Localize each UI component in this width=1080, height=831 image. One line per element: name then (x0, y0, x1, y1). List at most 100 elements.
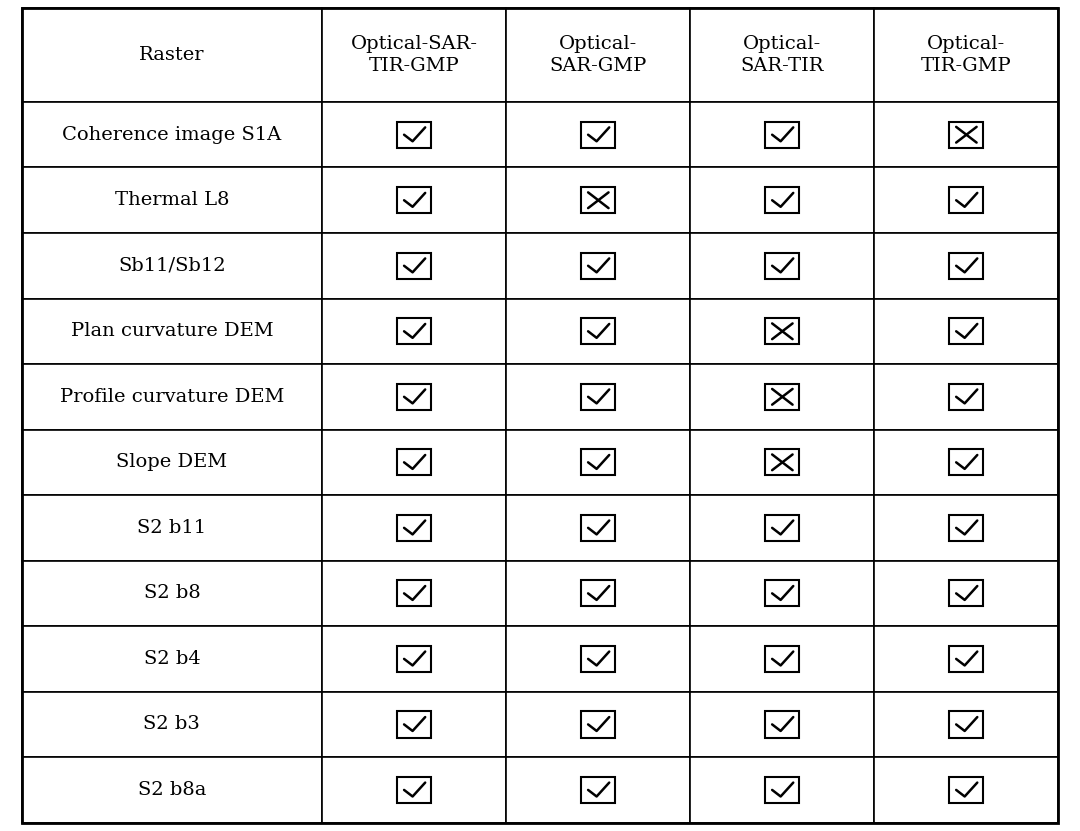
Bar (766, 450, 799, 475)
Bar (581, 121, 616, 148)
Bar (581, 318, 616, 344)
Bar (766, 646, 799, 672)
Bar (766, 514, 799, 541)
Bar (507, 495, 690, 561)
Bar (875, 102, 1058, 168)
Bar (949, 121, 984, 148)
Bar (397, 121, 431, 148)
Bar (766, 384, 799, 410)
Bar (507, 102, 690, 168)
Bar (397, 514, 431, 541)
Bar (766, 253, 799, 279)
Bar (690, 626, 875, 691)
Bar (322, 168, 507, 233)
Text: Sb11/Sb12: Sb11/Sb12 (118, 257, 226, 275)
Bar (875, 757, 1058, 823)
Bar (581, 777, 616, 803)
Bar (875, 8, 1058, 102)
Bar (949, 253, 984, 279)
Bar (949, 711, 984, 738)
Bar (766, 318, 799, 344)
Text: Profile curvature DEM: Profile curvature DEM (59, 388, 284, 406)
Bar (690, 233, 875, 298)
Bar (690, 8, 875, 102)
Bar (949, 450, 984, 475)
Bar (581, 187, 616, 214)
Bar (581, 253, 616, 279)
Text: Optical-
SAR-TIR: Optical- SAR-TIR (741, 35, 824, 76)
Bar (507, 757, 690, 823)
Bar (949, 384, 984, 410)
Text: S2 b8a: S2 b8a (138, 781, 206, 799)
Bar (690, 430, 875, 495)
Bar (875, 430, 1058, 495)
Bar (875, 168, 1058, 233)
Bar (507, 168, 690, 233)
Text: S2 b8: S2 b8 (144, 584, 200, 602)
Text: Raster: Raster (139, 47, 205, 64)
Bar (949, 580, 984, 607)
Text: S2 b11: S2 b11 (137, 519, 206, 537)
Bar (766, 580, 799, 607)
Bar (322, 561, 507, 626)
Bar (322, 495, 507, 561)
Text: Optical-
TIR-GMP: Optical- TIR-GMP (921, 35, 1012, 76)
Bar (875, 233, 1058, 298)
Bar (397, 450, 431, 475)
Bar (322, 102, 507, 168)
Bar (22, 8, 322, 102)
Bar (875, 364, 1058, 430)
Bar (949, 514, 984, 541)
Bar (322, 626, 507, 691)
Bar (875, 561, 1058, 626)
Bar (507, 626, 690, 691)
Bar (322, 298, 507, 364)
Bar (507, 561, 690, 626)
Text: Optical-SAR-
TIR-GMP: Optical-SAR- TIR-GMP (351, 35, 477, 76)
Bar (507, 691, 690, 757)
Bar (581, 646, 616, 672)
Bar (949, 318, 984, 344)
Bar (22, 364, 322, 430)
Text: Thermal L8: Thermal L8 (114, 191, 229, 209)
Bar (690, 691, 875, 757)
Text: S2 b4: S2 b4 (144, 650, 200, 668)
Bar (875, 691, 1058, 757)
Bar (581, 514, 616, 541)
Bar (766, 711, 799, 738)
Text: Optical-
SAR-GMP: Optical- SAR-GMP (550, 35, 647, 76)
Bar (22, 168, 322, 233)
Bar (875, 626, 1058, 691)
Bar (22, 495, 322, 561)
Bar (949, 187, 984, 214)
Bar (22, 298, 322, 364)
Bar (397, 777, 431, 803)
Bar (690, 168, 875, 233)
Bar (690, 364, 875, 430)
Bar (949, 646, 984, 672)
Text: S2 b3: S2 b3 (144, 715, 201, 734)
Bar (322, 430, 507, 495)
Bar (397, 646, 431, 672)
Bar (690, 757, 875, 823)
Bar (397, 384, 431, 410)
Bar (507, 298, 690, 364)
Bar (766, 121, 799, 148)
Bar (322, 757, 507, 823)
Bar (766, 187, 799, 214)
Bar (690, 102, 875, 168)
Bar (690, 495, 875, 561)
Bar (690, 561, 875, 626)
Bar (22, 626, 322, 691)
Bar (22, 691, 322, 757)
Bar (322, 691, 507, 757)
Bar (949, 777, 984, 803)
Bar (766, 777, 799, 803)
Bar (397, 580, 431, 607)
Bar (22, 430, 322, 495)
Bar (322, 8, 507, 102)
Bar (322, 364, 507, 430)
Bar (322, 233, 507, 298)
Bar (22, 102, 322, 168)
Text: Slope DEM: Slope DEM (117, 454, 228, 471)
